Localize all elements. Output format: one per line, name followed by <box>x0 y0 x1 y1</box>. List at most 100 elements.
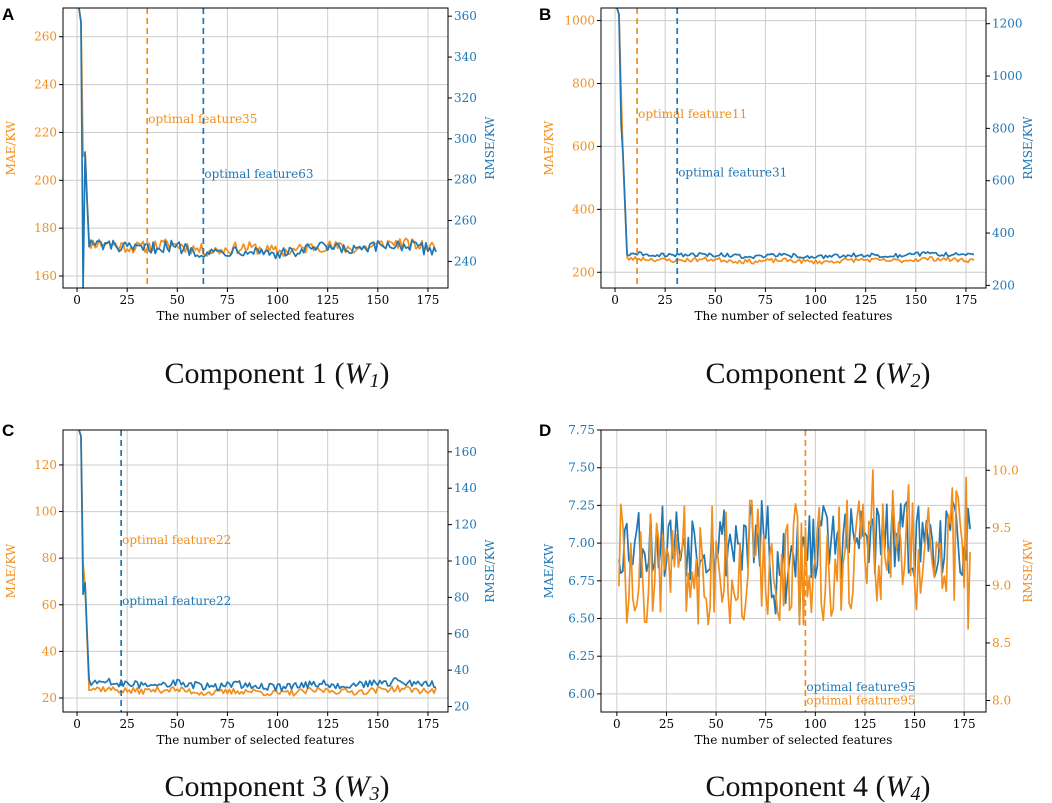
caption-c: Component 3 (W3) <box>165 770 390 803</box>
y-left-tick-label: 200 <box>34 173 57 187</box>
y-right-tick-label: 9.5 <box>992 521 1011 535</box>
plot-frame <box>600 7 987 289</box>
optimal-feature-label: optimal feature22 <box>122 594 231 608</box>
chart-d: 0 25 50 75 100 125 150 175 6.00 6.25 6.50 6.75 7.00 7… <box>542 423 1035 747</box>
x-axis-label: The number of selected features <box>157 309 355 323</box>
y-right-axis-label: RMSE/KW <box>483 539 497 603</box>
chart-c: 0 25 50 75 100 125 150 175 20 40 60 80 100 120 20 40 60 8… <box>4 429 497 747</box>
y-left-tick-label: 120 <box>34 458 57 472</box>
x-tick-label: 0 <box>73 717 81 731</box>
panel-d: D 0 25 50 75 100 125 150 175 6.00 6.25 6.50 6.75 7.0… <box>539 421 1035 803</box>
y-left-tick-label: 20 <box>42 691 57 705</box>
y-right-tick-label: 20 <box>454 700 469 714</box>
y-left-tick-label: 6.75 <box>568 574 595 588</box>
y-right-tick-label: 1200 <box>992 17 1023 31</box>
x-axis-label: The number of selected features <box>157 733 355 747</box>
y-left-tick-label: 6.25 <box>568 649 595 663</box>
series-line-mae <box>616 7 975 265</box>
y-right-axis-label: RMSE/KW <box>1021 539 1035 603</box>
y-right-tick-label: 340 <box>454 50 477 64</box>
panel-letter-c: C <box>2 421 14 440</box>
x-tick-label: 50 <box>708 293 723 307</box>
optimal-feature-label: optimal feature95 <box>806 693 915 707</box>
series-line-mae <box>78 429 437 697</box>
y-left-tick-label: 7.00 <box>568 536 595 550</box>
y-right-tick-label: 260 <box>454 214 477 228</box>
x-tick-label: 25 <box>658 293 673 307</box>
x-tick-label: 100 <box>266 717 289 731</box>
caption-b: Component 2 (W2) <box>706 357 931 392</box>
y-right-tick-label: 320 <box>454 91 477 105</box>
y-right-tick-label: 400 <box>992 226 1015 240</box>
y-right-tick-label: 280 <box>454 173 477 187</box>
panel-a: A 0 25 50 75 100 125 150 175 160 180 200 220 240 260 2… <box>2 5 497 392</box>
x-tick-label: 50 <box>170 293 185 307</box>
panel-c: C 0 25 50 75 100 125 150 175 20 40 60 80 100 120 20 40 6… <box>2 421 497 803</box>
y-right-tick-label: 40 <box>454 663 469 677</box>
y-right-tick-label: 300 <box>454 132 477 146</box>
x-tick-label: 25 <box>120 717 135 731</box>
y-right-tick-label: 100 <box>454 554 477 568</box>
x-tick-label: 125 <box>853 717 876 731</box>
chart-b: 0 25 50 75 100 125 150 175 200 400 600 800 1000 200 40… <box>542 7 1035 323</box>
x-tick-label: 175 <box>953 717 976 731</box>
y-right-tick-label: 160 <box>454 445 477 459</box>
y-left-tick-label: 180 <box>34 221 57 235</box>
y-left-axis-label: MAE/KW <box>4 120 18 175</box>
y-left-tick-label: 200 <box>572 265 595 279</box>
x-tick-label: 25 <box>659 717 674 731</box>
x-tick-label: 100 <box>804 293 827 307</box>
plot-frame <box>62 429 449 713</box>
series-line-mae <box>78 7 437 258</box>
y-left-tick-label: 80 <box>42 551 57 565</box>
y-left-tick-label: 7.25 <box>568 498 595 512</box>
y-left-tick-label: 6.00 <box>568 687 595 701</box>
x-tick-label: 125 <box>854 293 877 307</box>
series-line-rmse <box>618 469 971 630</box>
x-tick-label: 75 <box>758 293 773 307</box>
y-left-tick-label: 1000 <box>564 14 595 28</box>
x-tick-label: 125 <box>316 717 339 731</box>
x-tick-label: 150 <box>366 293 389 307</box>
x-tick-label: 0 <box>611 293 619 307</box>
x-tick-label: 125 <box>316 293 339 307</box>
x-tick-label: 75 <box>220 717 235 731</box>
x-tick-label: 50 <box>708 717 723 731</box>
chart-a: 0 25 50 75 100 125 150 175 160 180 200 220 240 260 240… <box>4 7 497 323</box>
x-tick-label: 0 <box>73 293 81 307</box>
y-right-axis-label: RMSE/KW <box>483 116 497 180</box>
y-right-tick-label: 360 <box>454 9 477 23</box>
plot-frame <box>62 7 449 289</box>
x-tick-label: 50 <box>170 717 185 731</box>
y-right-tick-label: 240 <box>454 254 477 268</box>
series-line-rmse <box>616 7 975 260</box>
y-right-tick-label: 120 <box>454 518 477 532</box>
x-tick-label: 150 <box>904 293 927 307</box>
plot-frame <box>600 429 987 713</box>
y-right-tick-label: 600 <box>992 174 1015 188</box>
y-left-tick-label: 7.75 <box>568 423 595 437</box>
y-left-tick-label: 600 <box>572 139 595 153</box>
y-right-tick-label: 8.5 <box>992 636 1011 650</box>
x-axis-label: The number of selected features <box>695 733 893 747</box>
y-left-tick-label: 400 <box>572 202 595 216</box>
y-right-tick-label: 60 <box>454 627 469 641</box>
optimal-feature-label: optimal feature11 <box>638 107 747 121</box>
x-tick-label: 175 <box>416 293 439 307</box>
x-axis-label: The number of selected features <box>695 309 893 323</box>
y-left-tick-label: 60 <box>42 598 57 612</box>
y-right-tick-label: 140 <box>454 481 477 495</box>
x-tick-label: 0 <box>613 717 621 731</box>
y-right-axis-label: RMSE/KW <box>1021 116 1035 180</box>
y-left-tick-label: 6.50 <box>568 612 595 626</box>
x-tick-label: 75 <box>220 293 235 307</box>
y-left-tick-label: 160 <box>34 269 57 283</box>
series-line-rmse <box>78 7 437 289</box>
y-left-tick-label: 800 <box>572 77 595 91</box>
caption-a: Component 1 (W1) <box>165 357 390 392</box>
caption-d: Component 4 (W4) <box>706 770 931 803</box>
y-left-axis-label: MAE/KW <box>542 120 556 175</box>
y-right-tick-label: 1000 <box>992 69 1023 83</box>
y-right-tick-label: 80 <box>454 590 469 604</box>
